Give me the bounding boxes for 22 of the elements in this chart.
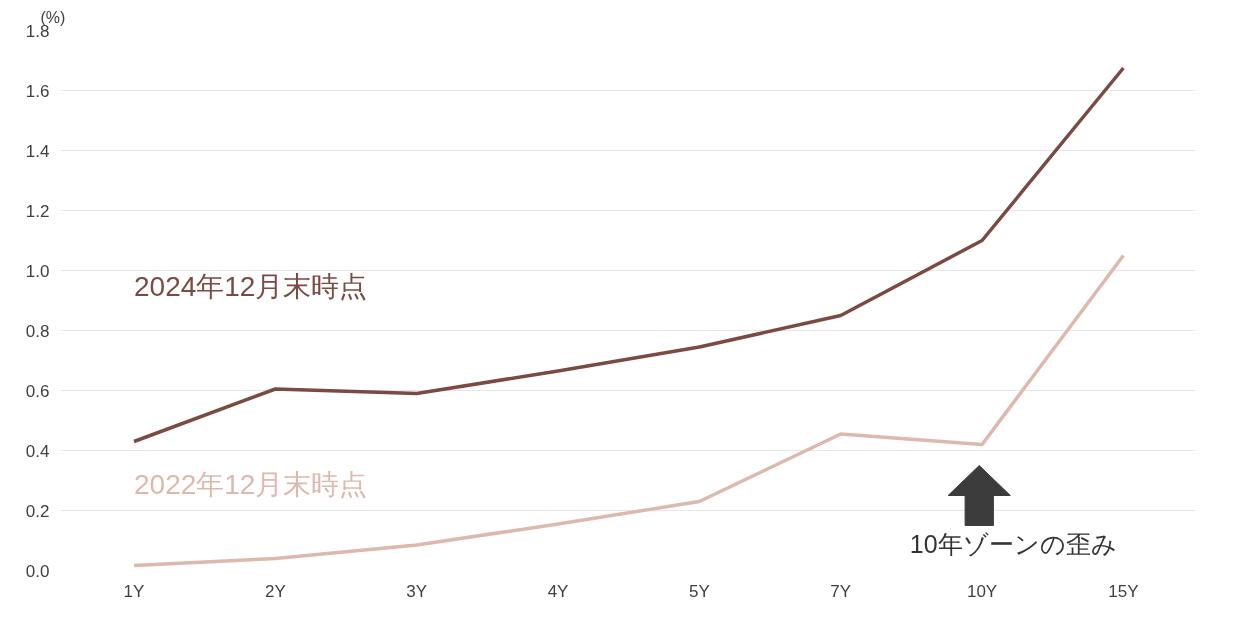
line-series <box>132 66 1126 444</box>
x-tick-label: 4Y <box>547 581 569 601</box>
annotation: 10年ゾーンの歪み <box>909 529 1117 558</box>
line-series <box>132 253 1126 568</box>
y-tick-label: 1.0 <box>25 261 50 281</box>
y-tick-label: 1.2 <box>25 201 50 221</box>
y-tick-label: 0.4 <box>25 441 50 461</box>
x-tick-label: 3Y <box>406 581 428 601</box>
x-tick-label: 15Y <box>1108 581 1139 601</box>
x-tick-label: 10Y <box>966 581 998 601</box>
y-tick-label: 1.4 <box>25 141 50 161</box>
y-tick-label: 0.2 <box>25 501 50 521</box>
series-label: 2022年12月末時点 <box>134 469 368 501</box>
y-tick-label: 0.8 <box>25 321 50 341</box>
y-tick-label: 1.6 <box>25 81 50 101</box>
x-tick-label: 1Y <box>123 581 145 601</box>
x-tick-label: 5Y <box>688 581 710 601</box>
text: 2024年12月末時点 <box>134 270 368 302</box>
y-tick-label: 0.6 <box>25 381 50 401</box>
x-tick-label: 2Y <box>264 581 286 601</box>
y-tick-label: 0.0 <box>25 561 50 581</box>
x-tick-label: 7Y <box>830 581 852 601</box>
